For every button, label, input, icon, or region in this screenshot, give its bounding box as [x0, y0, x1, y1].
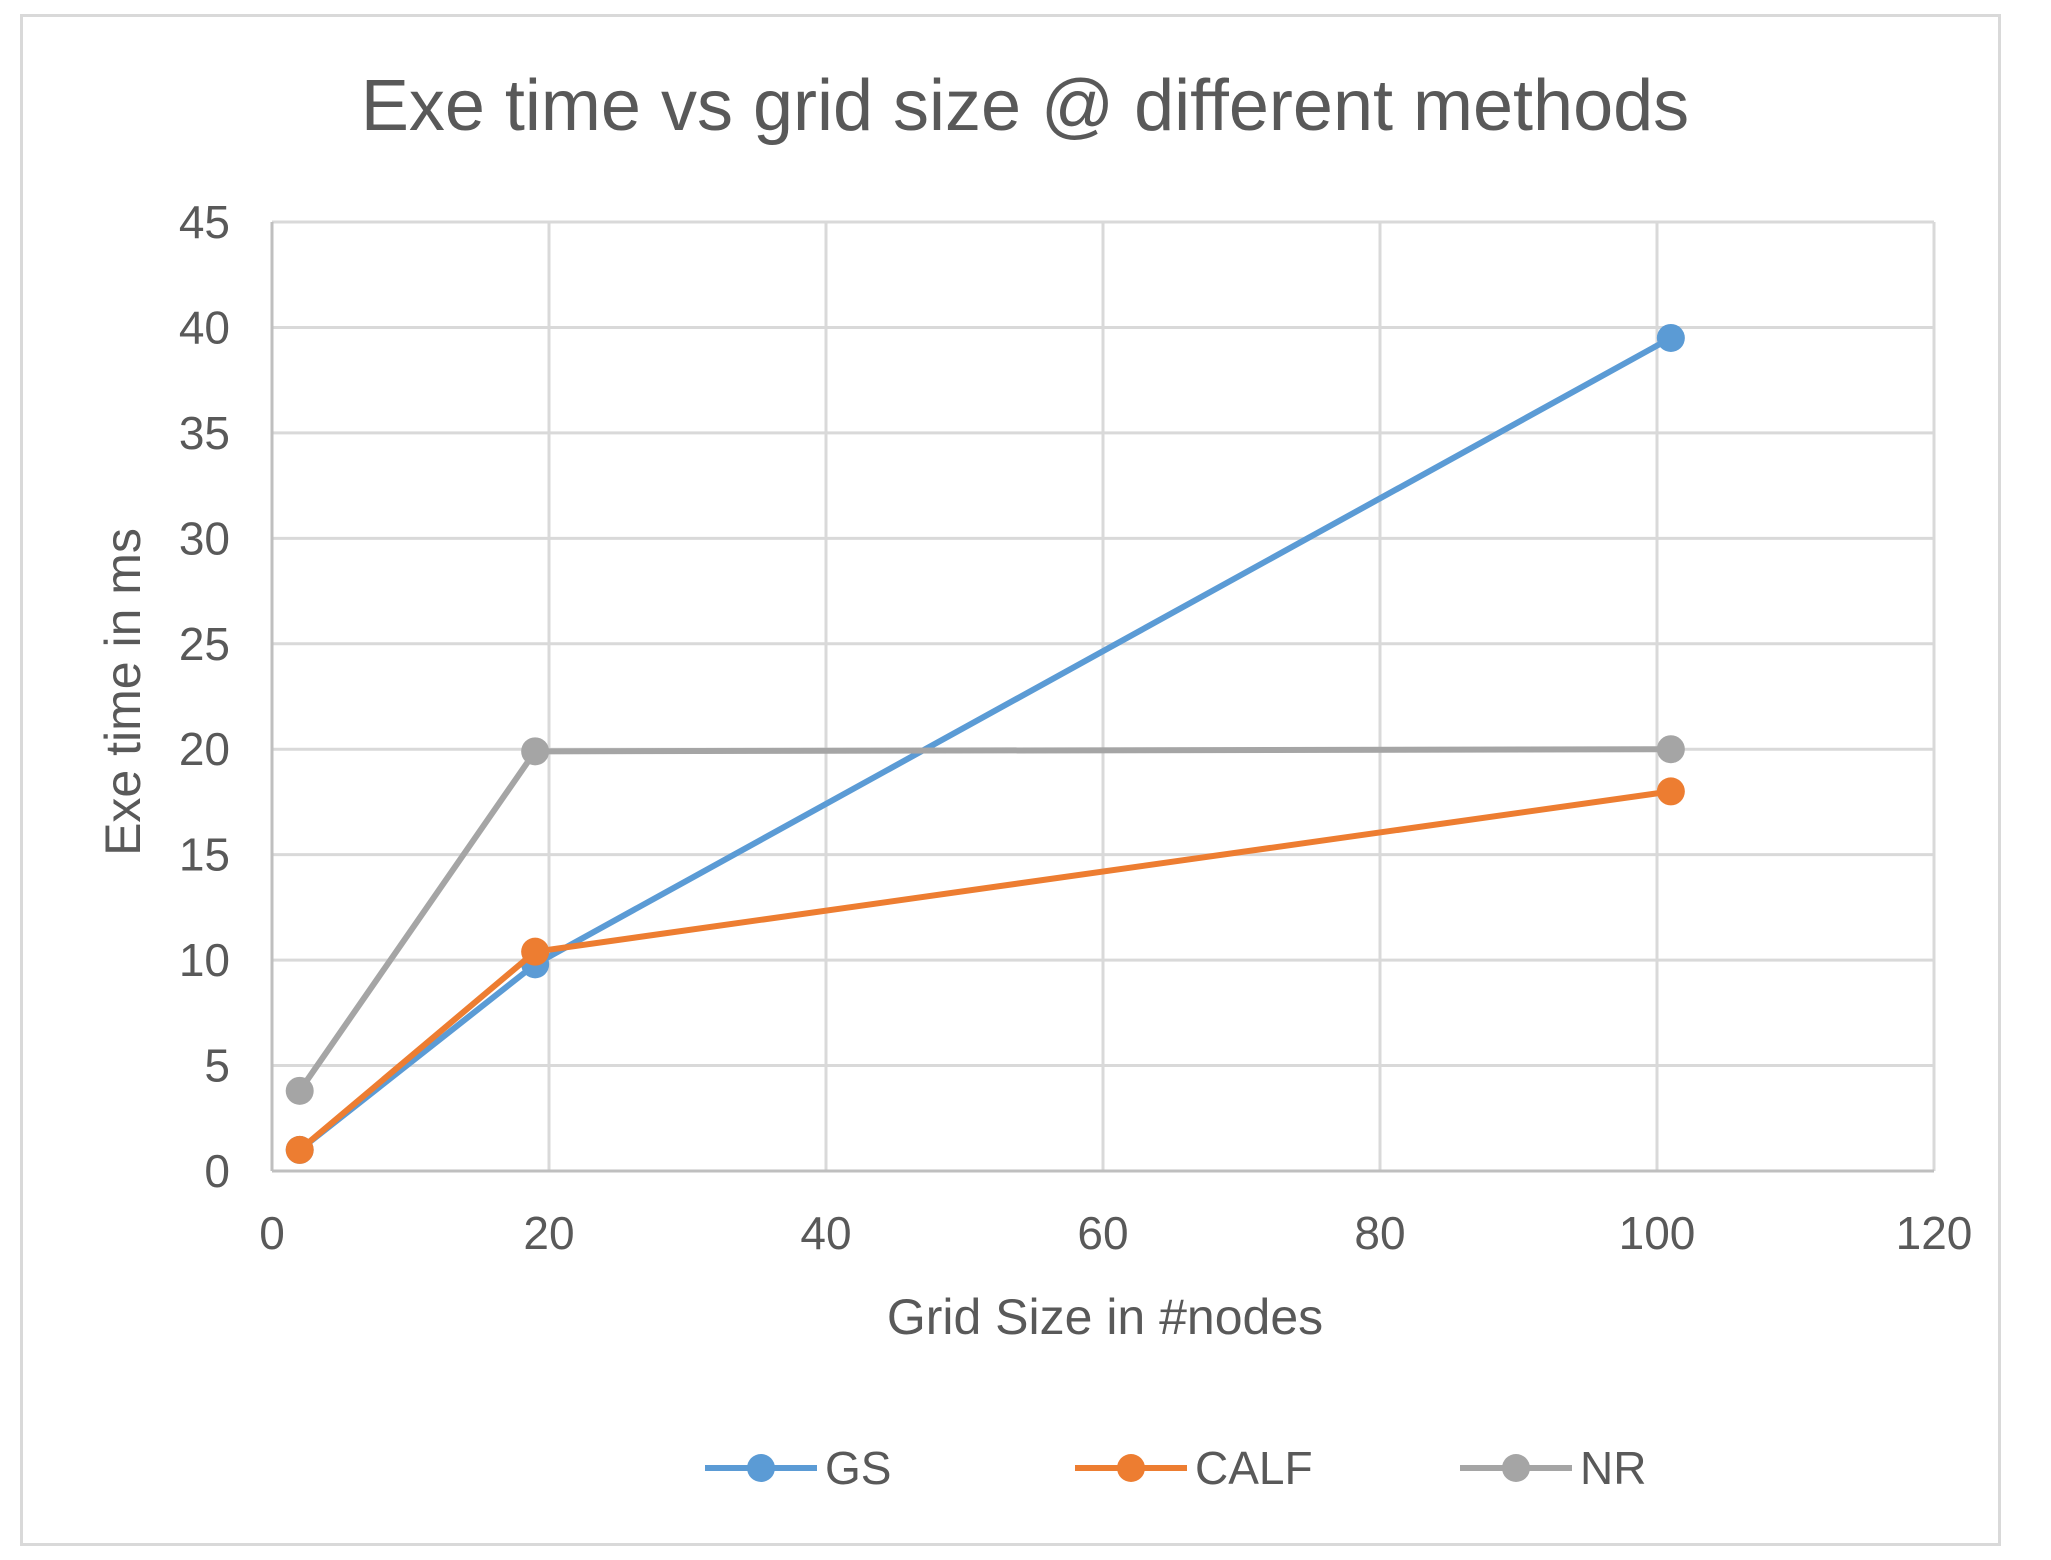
y-tick-labels: 0 5 10 15 20 25 30 35 40 45 [179, 196, 230, 1197]
data-point-nr [285, 1076, 314, 1105]
legend-label: GS [825, 1442, 891, 1494]
data-point-gs [1656, 323, 1685, 352]
y-axis-label: Exe time in ms [95, 528, 151, 856]
x-tick-labels: 0 20 40 60 80 100 120 [259, 1207, 1972, 1259]
y-tick-label: 40 [179, 301, 230, 353]
series-calf [285, 777, 1685, 1164]
series-gs [285, 323, 1685, 1164]
x-tick-label: 120 [1896, 1207, 1973, 1259]
data-point-nr [1656, 735, 1685, 764]
legend-marker [747, 1454, 775, 1482]
series [285, 323, 1685, 1164]
data-point-calf [521, 937, 550, 966]
gridlines [272, 220, 1936, 1171]
y-tick-label: 15 [179, 829, 230, 881]
y-tick-label: 35 [179, 407, 230, 459]
x-tick-label: 20 [523, 1207, 574, 1259]
data-point-nr [521, 737, 550, 766]
x-tick-label: 0 [259, 1207, 285, 1259]
x-tick-label: 80 [1354, 1207, 1405, 1259]
x-tick-label: 100 [1619, 1207, 1696, 1259]
legend-item-nr: NR [1460, 1442, 1646, 1494]
series-line-calf [296, 788, 1674, 1153]
legend-item-calf: CALF [1075, 1442, 1313, 1494]
series-nr [285, 735, 1685, 1105]
series-line-nr [296, 746, 1674, 1094]
y-tick-label: 45 [179, 196, 230, 248]
data-point-calf [285, 1135, 314, 1164]
x-tick-label: 60 [1077, 1207, 1128, 1259]
legend-marker [1502, 1454, 1530, 1482]
y-tick-label: 20 [179, 723, 230, 775]
legend-label: CALF [1195, 1442, 1313, 1494]
data-point-calf [1656, 777, 1685, 806]
legend: GS CALF NR [705, 1442, 1646, 1494]
legend-item-gs: GS [705, 1442, 891, 1494]
y-tick-label: 5 [204, 1040, 230, 1092]
legend-label: NR [1580, 1442, 1646, 1494]
y-tick-label: 10 [179, 934, 230, 986]
y-tick-label: 0 [204, 1145, 230, 1197]
y-tick-label: 30 [179, 512, 230, 564]
axes [270, 222, 1934, 1173]
x-tick-label: 40 [800, 1207, 851, 1259]
chart-title: Exe time vs grid size @ different method… [361, 66, 1689, 146]
y-tick-label: 25 [179, 618, 230, 670]
x-axis-label: Grid Size in #nodes [887, 1289, 1323, 1345]
series-line-gs [296, 334, 1674, 1153]
legend-marker [1117, 1454, 1145, 1482]
